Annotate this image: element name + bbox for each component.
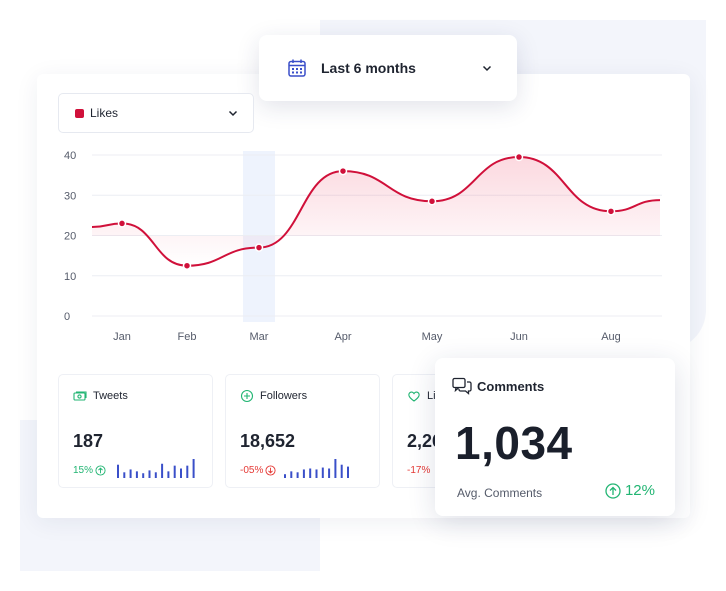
spark-bar [154, 472, 157, 478]
x-tick-label: Feb [178, 331, 197, 343]
money-icon [73, 391, 87, 401]
y-tick-label: 20 [64, 231, 76, 243]
comments-delta: 12% [605, 482, 655, 499]
spark-bar [161, 463, 164, 478]
spark-bar [129, 469, 132, 478]
x-tick-label: Mar [250, 331, 269, 343]
data-point-jun[interactable] [514, 152, 524, 162]
x-axis-ticks: Jan Feb Mar Apr May Jun Aug [113, 331, 621, 343]
chat-icon [452, 377, 472, 395]
arrow-up-circle-icon [95, 465, 106, 476]
heart-icon [408, 391, 420, 402]
spark-bar [173, 465, 176, 478]
arrow-up-circle-icon [605, 482, 621, 499]
spark-bar [167, 471, 170, 478]
spark-bar [142, 473, 145, 478]
spark-bar [117, 464, 119, 478]
chevron-down-icon [228, 110, 238, 117]
spark-bar [186, 465, 189, 478]
data-point-may[interactable] [427, 197, 437, 206]
y-tick-label: 40 [64, 150, 76, 162]
date-range-dropdown[interactable]: Last 6 months [259, 35, 517, 101]
data-point-feb[interactable] [182, 261, 192, 270]
y-axis-ticks: 0 10 20 30 40 [64, 150, 76, 323]
spark-bar [290, 471, 293, 478]
data-points [117, 152, 616, 270]
stat-value: 18,652 [240, 431, 296, 451]
stat-delta: -05% [240, 465, 276, 476]
x-tick-label: May [422, 331, 443, 343]
stat-delta-text: -05% [240, 465, 264, 476]
spark-bar [328, 468, 331, 478]
metric-dropdown[interactable]: Likes [58, 93, 254, 133]
spark-bar [334, 459, 337, 478]
x-tick-label: Apr [334, 331, 351, 343]
spark-bar [340, 464, 343, 478]
spark-bar [284, 474, 286, 478]
stat-title: Tweets [93, 390, 128, 402]
arrow-down-circle-icon [265, 465, 276, 476]
likes-area [92, 157, 660, 266]
y-tick-label: 30 [64, 190, 76, 202]
stat-card-tweets[interactable]: Tweets 187 15% [58, 374, 213, 488]
spark-bar [347, 466, 349, 478]
stat-delta: 15% [73, 465, 106, 476]
y-tick-label: 0 [64, 311, 70, 323]
spark-bar [180, 468, 182, 478]
x-tick-label: Jan [113, 331, 131, 343]
spark-bar [302, 469, 305, 478]
stat-delta: -17% [407, 465, 430, 476]
likes-color-swatch [75, 108, 84, 118]
spark-bar [315, 469, 318, 478]
date-range-label: Last 6 months [321, 60, 416, 76]
tweets-sparkbars [117, 459, 195, 478]
comments-caption: Avg. Comments [457, 486, 543, 500]
spark-bar [321, 467, 324, 478]
comments-value: 1,034 [455, 417, 573, 469]
stat-delta-text: -17% [407, 465, 431, 476]
spark-bar [123, 472, 126, 478]
calendar-icon [288, 59, 306, 77]
stat-title: Followers [260, 390, 308, 402]
metric-label: Likes [90, 106, 119, 120]
y-tick-label: 10 [64, 271, 76, 283]
spark-bar [309, 468, 312, 478]
spark-bar [192, 459, 195, 478]
spark-bar [148, 470, 151, 478]
stat-delta-text: 15% [73, 465, 94, 476]
data-point-mar[interactable] [254, 243, 264, 252]
comments-delta-text: 12% [624, 482, 655, 499]
data-point-aug[interactable] [606, 207, 616, 216]
chevron-down-icon [482, 65, 492, 72]
stat-value: 187 [73, 431, 104, 451]
plus-circle-icon [240, 389, 254, 403]
x-tick-label: Aug [601, 331, 621, 343]
followers-sparkbars [284, 459, 349, 478]
x-tick-label: Jun [510, 331, 528, 343]
spark-bar [135, 471, 138, 478]
comments-card[interactable]: Comments 1,034 Avg. Comments 12% [435, 358, 675, 516]
stat-card-followers[interactable]: Followers 18,652 -05% [225, 374, 380, 488]
data-point-jan[interactable] [117, 219, 127, 228]
comments-title: Comments [477, 378, 545, 394]
spark-bar [296, 472, 299, 478]
data-point-apr[interactable] [338, 166, 348, 176]
